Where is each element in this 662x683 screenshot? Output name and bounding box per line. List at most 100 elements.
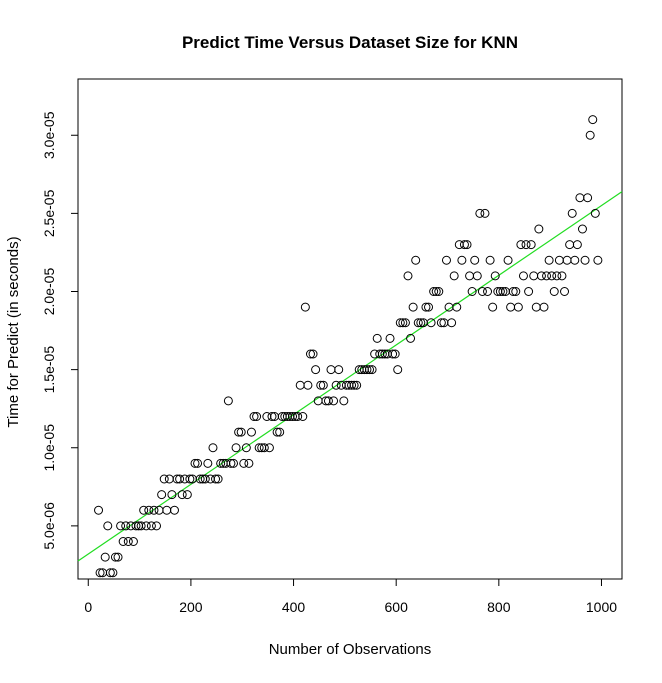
data-point (305, 349, 315, 359)
data-point (459, 240, 469, 250)
data-point (431, 287, 441, 296)
data-point (593, 255, 603, 265)
data-point (477, 287, 487, 296)
data-point (100, 552, 110, 562)
data-point (534, 224, 544, 234)
data-point (113, 552, 123, 562)
data-point (572, 240, 582, 250)
data-point (110, 552, 120, 562)
data-point (365, 365, 375, 375)
data-point (95, 568, 105, 578)
data-point (105, 568, 115, 578)
data-point (436, 318, 446, 328)
data-point (347, 380, 357, 390)
data-point (457, 255, 467, 265)
data-point (352, 380, 362, 390)
data-point (339, 396, 349, 406)
data-point (136, 521, 146, 531)
data-point (585, 130, 595, 140)
y-tick-label: 1.0e-05 (41, 424, 57, 472)
data-point (303, 380, 313, 390)
data-point (552, 271, 562, 281)
data-point (434, 287, 444, 296)
data-point (157, 490, 167, 500)
data-point (193, 458, 203, 468)
data-point (159, 474, 169, 484)
y-tick-label: 1.5e-05 (41, 346, 57, 394)
data-point (108, 568, 118, 578)
data-point (195, 474, 205, 484)
data-point (288, 412, 298, 421)
data-point (400, 318, 410, 328)
data-point (560, 287, 570, 296)
x-tick-label: 800 (487, 599, 511, 615)
data-point (488, 302, 498, 312)
data-point (254, 443, 264, 453)
data-point (403, 271, 413, 281)
data-point (475, 208, 485, 218)
data-point (393, 365, 403, 375)
data-point (411, 255, 421, 265)
data-point (308, 349, 318, 359)
y-axis-title: Time for Predict (in seconds) (5, 236, 22, 427)
data-point (583, 193, 593, 203)
data-point (521, 240, 531, 250)
data-point (252, 412, 262, 421)
data-point (480, 208, 490, 218)
data-point (300, 302, 310, 312)
data-point (441, 255, 451, 265)
data-point (518, 271, 528, 281)
x-tick-label: 0 (84, 599, 92, 615)
data-point (229, 458, 239, 468)
data-point (259, 443, 269, 453)
data-point (329, 396, 339, 406)
data-point (408, 302, 418, 312)
data-point (462, 240, 472, 250)
data-point (316, 380, 326, 390)
data-point (177, 490, 187, 500)
data-point (318, 380, 328, 390)
y-tick-label: 2.0e-05 (41, 268, 57, 316)
data-point (362, 365, 372, 375)
data-point (203, 458, 213, 468)
data-point (213, 474, 223, 484)
data-point (447, 318, 457, 328)
data-point (244, 458, 254, 468)
data-point (503, 255, 513, 265)
data-point (116, 521, 126, 531)
data-point (216, 458, 226, 468)
data-point (570, 255, 580, 265)
data-point (223, 396, 233, 406)
data-point (398, 318, 408, 328)
data-point (298, 412, 308, 421)
data-point (395, 318, 405, 328)
data-point (426, 318, 436, 328)
data-point (413, 318, 423, 328)
data-point (146, 521, 156, 531)
data-point (483, 287, 493, 296)
data-point (246, 427, 256, 437)
data-point (182, 490, 192, 500)
data-point (190, 458, 200, 468)
data-point (429, 287, 439, 296)
chart-title: Predict Time Versus Dataset Size for KNN (182, 33, 518, 52)
data-point (149, 505, 159, 515)
data-point (272, 427, 282, 437)
data-point (472, 271, 482, 281)
data-point (547, 271, 557, 281)
data-point (239, 458, 249, 468)
data-point (516, 240, 526, 250)
data-point (103, 521, 113, 531)
data-point (449, 271, 459, 281)
data-point (169, 505, 179, 515)
data-point (267, 412, 277, 421)
data-point (241, 443, 251, 453)
data-point (452, 302, 462, 312)
data-point (167, 490, 177, 500)
data-point (249, 412, 259, 421)
data-point (200, 474, 210, 484)
data-point (231, 443, 241, 453)
data-point (508, 287, 518, 296)
data-point (141, 521, 151, 531)
